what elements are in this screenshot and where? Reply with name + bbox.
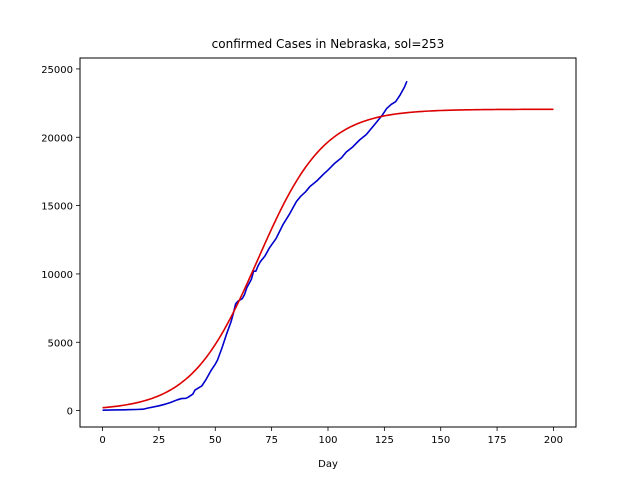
x-axis-label: Day: [318, 459, 338, 470]
y-tick-label: 5000: [48, 338, 73, 349]
y-tick-label: 0: [67, 407, 73, 418]
x-tick-label: 50: [209, 435, 222, 446]
x-tick-label: 150: [431, 435, 450, 446]
series-layer: [102, 80, 554, 411]
x-tick-label: 0: [99, 435, 105, 446]
x-axis: 0 25 50 75 100 125 150 175 200: [99, 427, 563, 446]
y-tick-label: 10000: [41, 270, 73, 281]
y-tick-label: 20000: [41, 133, 73, 144]
y-axis: 0 5000 10000 15000 20000 25000: [41, 65, 80, 418]
x-tick-label: 25: [153, 435, 166, 446]
x-tick-label: 125: [375, 435, 394, 446]
x-tick-label: 175: [488, 435, 507, 446]
x-tick-label: 75: [265, 435, 278, 446]
y-tick-label: 15000: [41, 202, 73, 213]
x-tick-label: 100: [318, 435, 337, 446]
y-tick-label: 25000: [41, 65, 73, 76]
series-line-2: [102, 108, 554, 409]
series-line-1: [102, 80, 408, 411]
chart-title: confirmed Cases in Nebraska, sol=253: [212, 37, 445, 51]
x-tick-label: 200: [544, 435, 563, 446]
